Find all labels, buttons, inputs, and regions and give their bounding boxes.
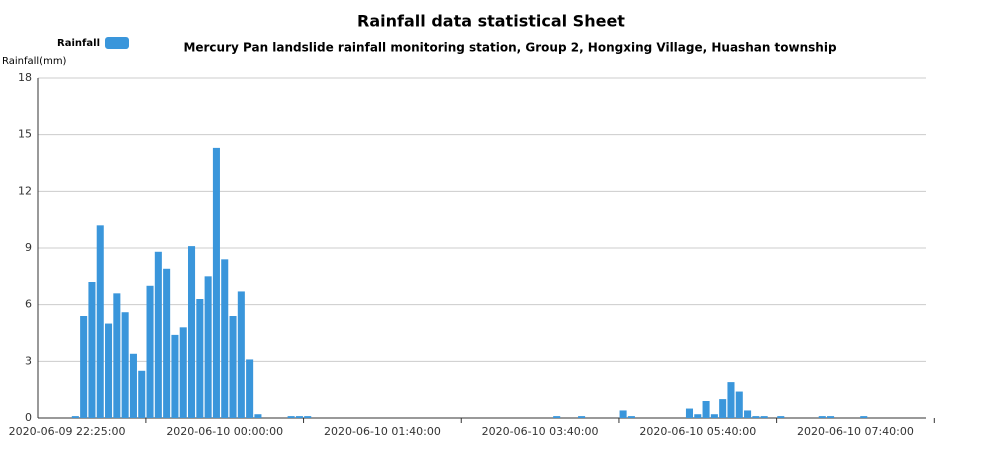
- bar: [827, 416, 835, 418]
- chart-subtitle: Mercury Pan landslide rainfall monitorin…: [183, 41, 837, 55]
- bar: [710, 414, 718, 418]
- bar: [578, 416, 586, 418]
- bar: [138, 370, 146, 418]
- chart-title: Rainfall data statistical Sheet: [357, 12, 625, 31]
- bar: [129, 353, 137, 418]
- x-tick-label: 2020-06-10 01:40:00: [324, 425, 441, 438]
- x-tick-label: 2020-06-09 22:25:00: [9, 425, 126, 438]
- bar: [71, 416, 79, 418]
- bar: [88, 282, 96, 418]
- legend-swatch: [105, 37, 129, 49]
- bar: [760, 416, 768, 418]
- x-tick-label: 2020-06-10 03:40:00: [482, 425, 599, 438]
- bar: [237, 291, 245, 418]
- bar: [146, 285, 154, 418]
- bar: [719, 399, 727, 418]
- bar: [295, 416, 303, 418]
- bar: [287, 416, 295, 418]
- bar: [163, 268, 171, 418]
- bar: [179, 327, 187, 418]
- bar: [188, 246, 196, 418]
- bar: [627, 416, 635, 418]
- bar: [702, 401, 710, 418]
- bar: [304, 416, 312, 418]
- y-axis-label: Rainfall(mm): [2, 56, 67, 67]
- bar: [121, 312, 129, 418]
- bar: [777, 416, 785, 418]
- y-tick-label: 15: [18, 128, 32, 141]
- legend-label: Rainfall: [57, 38, 100, 49]
- bar: [818, 416, 826, 418]
- bar: [212, 147, 220, 418]
- bar: [246, 359, 254, 418]
- bar: [619, 410, 627, 418]
- bar: [553, 416, 561, 418]
- bar: [80, 316, 88, 418]
- x-tick-label: 2020-06-10 07:40:00: [797, 425, 914, 438]
- bar: [254, 414, 262, 418]
- y-tick-label: 3: [25, 354, 32, 367]
- bar: [196, 299, 204, 418]
- y-tick-label: 0: [25, 411, 32, 424]
- bar: [685, 408, 694, 418]
- y-tick-label: 9: [25, 241, 32, 254]
- y-tick-label: 6: [25, 298, 32, 311]
- bar: [727, 382, 735, 418]
- bar: [229, 316, 237, 418]
- bar: [204, 276, 212, 418]
- bar: [221, 259, 229, 418]
- y-tick-label: 18: [18, 71, 32, 84]
- bar: [154, 251, 162, 418]
- x-tick-label: 2020-06-10 05:40:00: [639, 425, 756, 438]
- bar: [171, 334, 179, 418]
- y-tick-label: 12: [18, 184, 32, 197]
- bar: [113, 293, 121, 418]
- bar: [744, 410, 752, 418]
- bar: [96, 225, 104, 418]
- x-tick-label: 2020-06-10 00:00:00: [166, 425, 283, 438]
- bar: [105, 323, 113, 418]
- bar: [694, 414, 702, 418]
- bar: [735, 391, 743, 418]
- bar: [752, 416, 760, 418]
- bar: [860, 416, 868, 418]
